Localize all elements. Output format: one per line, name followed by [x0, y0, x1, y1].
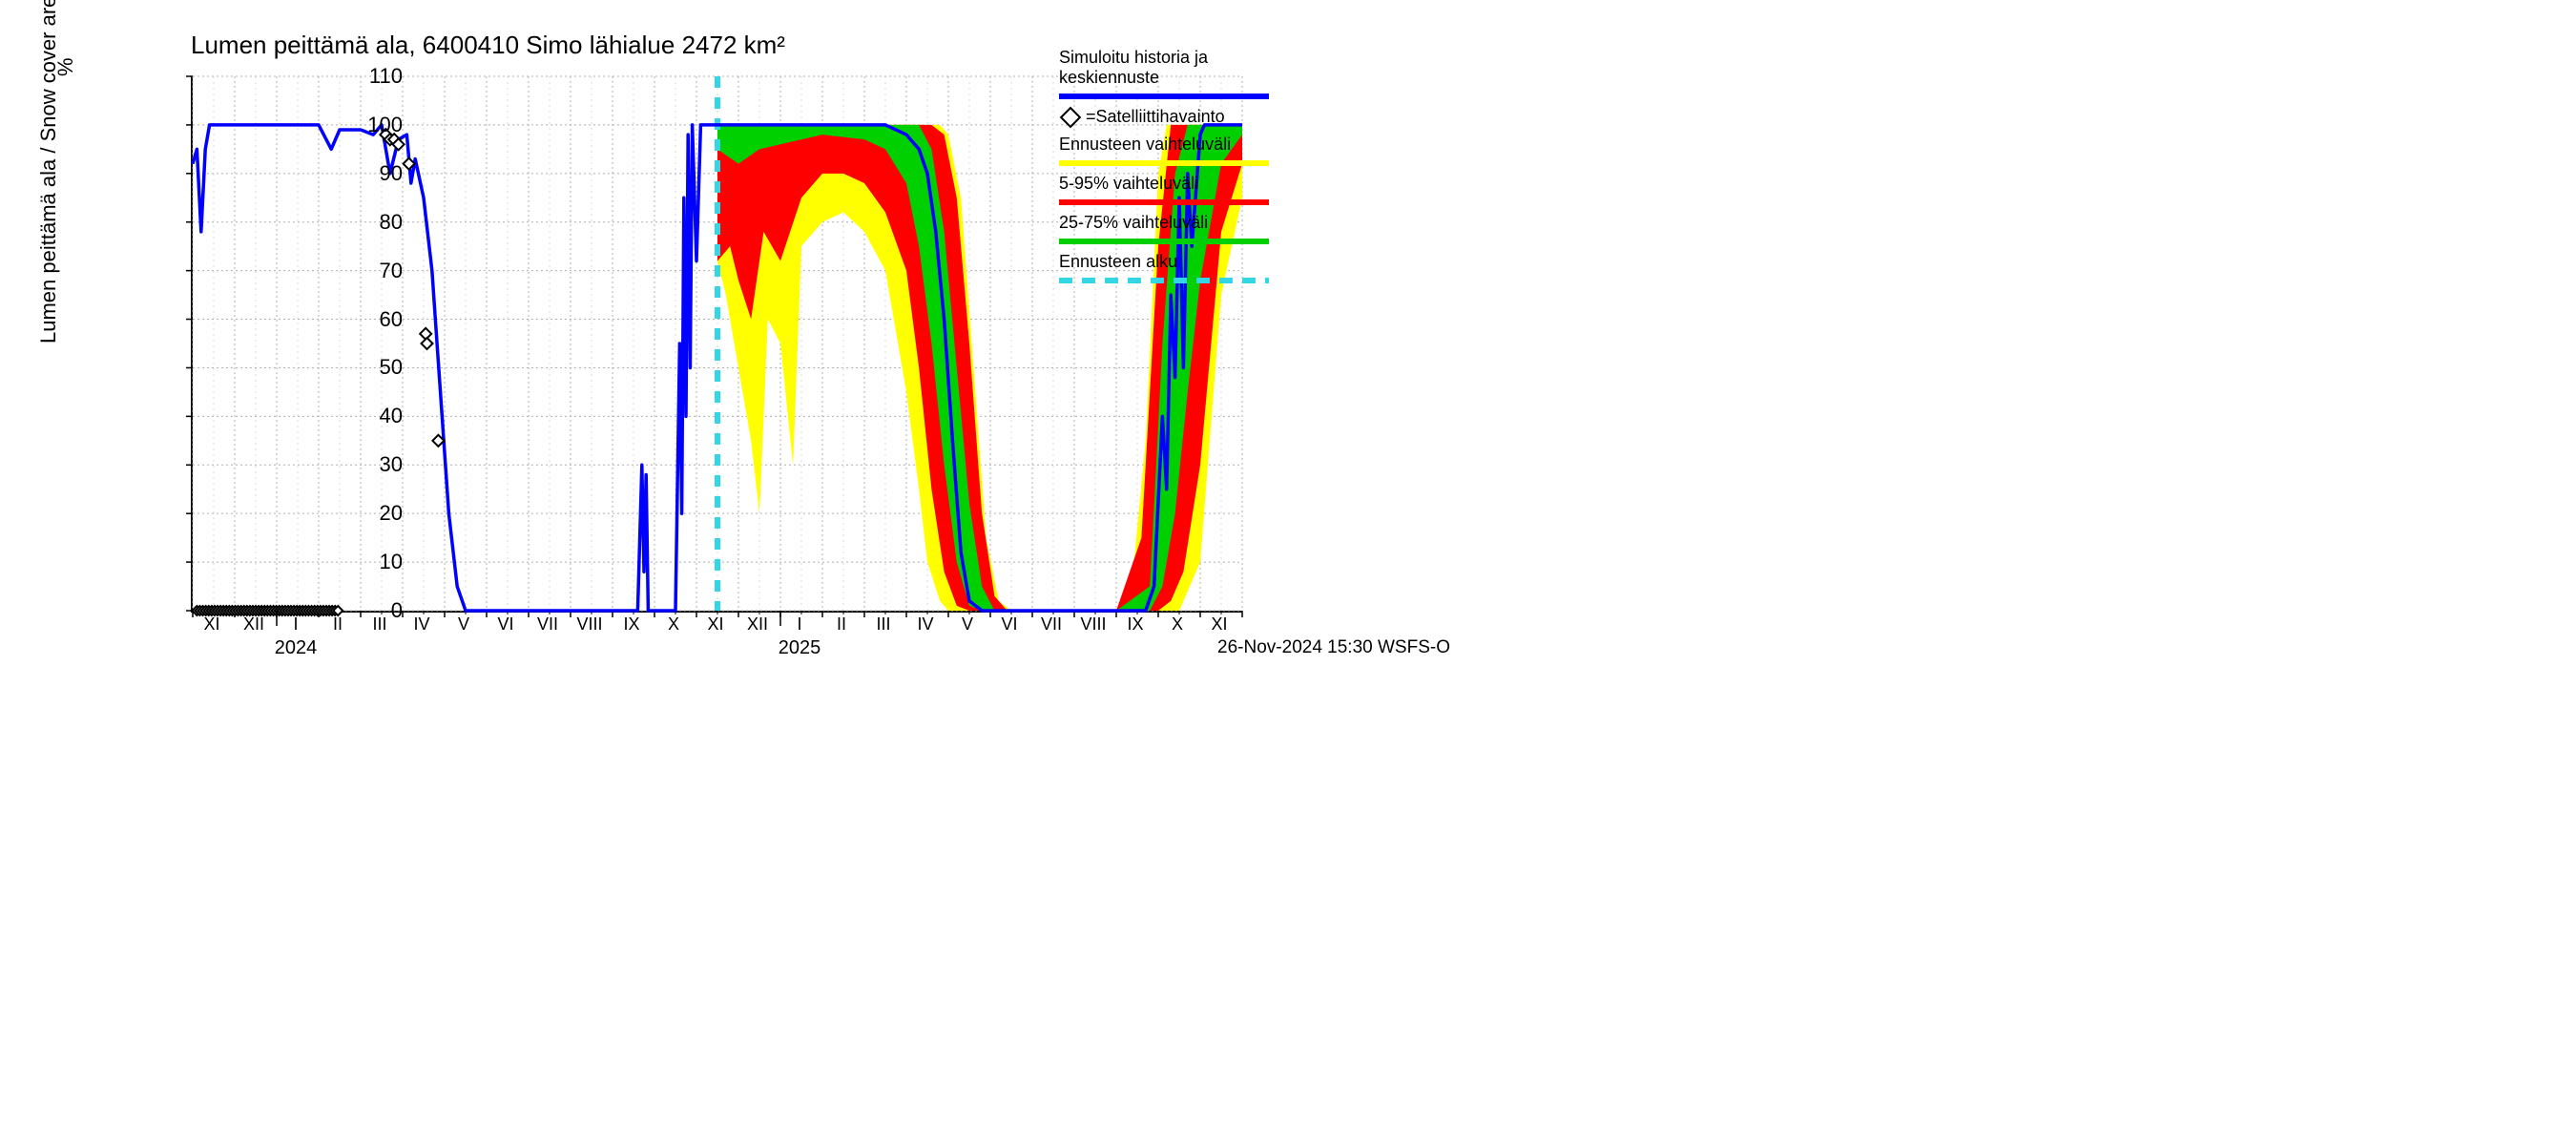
xtick: XI — [203, 614, 219, 635]
diamond-icon — [1060, 106, 1082, 128]
ytick: 10 — [355, 550, 403, 574]
xtick: V — [962, 614, 973, 635]
xtick: V — [458, 614, 469, 635]
legend-range2575-label: 25-75% vaihteluväli — [1059, 213, 1269, 233]
xtick: IX — [1127, 614, 1143, 635]
x-year-label: 2024 — [275, 637, 318, 659]
xtick: IV — [413, 614, 429, 635]
legend-rangefull-label: Ennusteen vaihteluväli — [1059, 135, 1269, 155]
legend-forecaststart-swatch — [1059, 278, 1269, 283]
xtick: VIII — [576, 614, 602, 635]
xtick: VI — [497, 614, 513, 635]
xtick: X — [668, 614, 679, 635]
xtick: II — [333, 614, 343, 635]
legend-sat-label: =Satelliittihavainto — [1086, 107, 1225, 127]
ytick: 80 — [355, 210, 403, 235]
legend-sim-swatch — [1059, 94, 1269, 99]
legend-forecaststart-label: Ennusteen alku — [1059, 252, 1269, 272]
legend-range2575-swatch — [1059, 239, 1269, 244]
legend-sim-label: Simuloitu historia ja keskiennuste — [1059, 48, 1269, 88]
xtick: VII — [537, 614, 558, 635]
legend-range595-label: 5-95% vaihteluväli — [1059, 174, 1269, 194]
xtick: IV — [917, 614, 933, 635]
ytick: 110 — [355, 64, 403, 89]
ytick: 70 — [355, 259, 403, 283]
ytick: 60 — [355, 307, 403, 332]
ytick: 20 — [355, 501, 403, 526]
xtick: VII — [1041, 614, 1062, 635]
xtick: III — [876, 614, 890, 635]
xtick: XI — [1211, 614, 1227, 635]
ytick: 90 — [355, 161, 403, 186]
xtick: X — [1172, 614, 1183, 635]
legend: Simuloitu historia ja keskiennuste =Sate… — [1059, 48, 1269, 291]
y-axis-label: Lumen peittämä ala / Snow cover area — [36, 0, 61, 344]
xtick: VIII — [1080, 614, 1106, 635]
xtick: I — [797, 614, 801, 635]
xtick: XII — [243, 614, 264, 635]
xtick: XI — [707, 614, 723, 635]
legend-sat: =Satelliittihavainto — [1059, 107, 1269, 127]
legend-rangefull-swatch — [1059, 160, 1269, 166]
xtick: I — [293, 614, 298, 635]
xtick: VI — [1001, 614, 1017, 635]
xtick: II — [837, 614, 846, 635]
xtick: XII — [747, 614, 768, 635]
y-axis-unit: % — [53, 57, 78, 76]
chart-container: Lumen peittämä ala, 6400410 Simo lähialu… — [19, 19, 1460, 658]
ytick: 100 — [355, 113, 403, 137]
footer-timestamp: 26-Nov-2024 15:30 WSFS-O — [1217, 637, 1450, 658]
legend-range595-swatch — [1059, 199, 1269, 205]
x-year-label: 2025 — [779, 637, 821, 659]
ytick: 30 — [355, 452, 403, 477]
xtick: III — [372, 614, 386, 635]
ytick: 50 — [355, 355, 403, 380]
xtick: IX — [623, 614, 639, 635]
ytick: 40 — [355, 404, 403, 428]
chart-title: Lumen peittämä ala, 6400410 Simo lähialu… — [191, 31, 785, 60]
